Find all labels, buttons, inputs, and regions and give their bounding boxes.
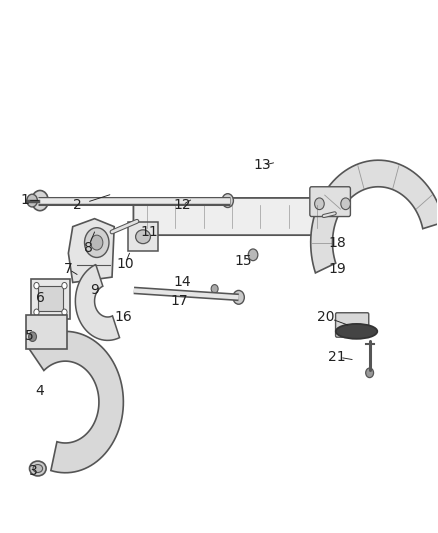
Text: 14: 14 bbox=[173, 276, 191, 289]
Text: 18: 18 bbox=[328, 236, 346, 249]
FancyBboxPatch shape bbox=[128, 222, 158, 251]
Ellipse shape bbox=[33, 465, 42, 472]
Polygon shape bbox=[321, 184, 350, 216]
Circle shape bbox=[222, 193, 233, 207]
Text: 11: 11 bbox=[140, 225, 158, 239]
Circle shape bbox=[366, 368, 374, 377]
FancyBboxPatch shape bbox=[31, 279, 70, 319]
Circle shape bbox=[233, 290, 244, 304]
Text: 15: 15 bbox=[234, 254, 252, 268]
FancyBboxPatch shape bbox=[310, 187, 350, 216]
Text: 13: 13 bbox=[254, 158, 272, 173]
Text: 10: 10 bbox=[117, 257, 134, 271]
Text: 3: 3 bbox=[29, 464, 38, 478]
Text: 5: 5 bbox=[25, 329, 33, 343]
Text: 20: 20 bbox=[317, 310, 335, 324]
Text: 16: 16 bbox=[114, 310, 132, 324]
Circle shape bbox=[341, 198, 350, 209]
Polygon shape bbox=[311, 160, 438, 273]
Text: 1: 1 bbox=[20, 193, 29, 207]
Circle shape bbox=[85, 228, 109, 257]
Circle shape bbox=[34, 282, 39, 289]
Circle shape bbox=[34, 309, 39, 316]
Circle shape bbox=[314, 198, 324, 209]
Text: 12: 12 bbox=[173, 198, 191, 212]
Ellipse shape bbox=[136, 230, 150, 244]
FancyBboxPatch shape bbox=[38, 286, 63, 311]
Text: 21: 21 bbox=[328, 350, 346, 364]
Text: 8: 8 bbox=[84, 241, 92, 255]
FancyBboxPatch shape bbox=[336, 313, 369, 337]
Polygon shape bbox=[75, 264, 120, 341]
Polygon shape bbox=[68, 219, 114, 282]
Polygon shape bbox=[28, 332, 124, 473]
Circle shape bbox=[91, 235, 103, 250]
Circle shape bbox=[62, 282, 67, 289]
FancyBboxPatch shape bbox=[134, 198, 331, 235]
Text: 7: 7 bbox=[64, 262, 73, 276]
Circle shape bbox=[211, 285, 218, 293]
Circle shape bbox=[28, 332, 36, 342]
Ellipse shape bbox=[336, 324, 377, 339]
Circle shape bbox=[32, 190, 48, 211]
Circle shape bbox=[27, 194, 37, 207]
FancyBboxPatch shape bbox=[25, 315, 67, 349]
Text: 6: 6 bbox=[35, 292, 44, 305]
Text: 9: 9 bbox=[90, 284, 99, 297]
Text: 2: 2 bbox=[73, 198, 81, 212]
Text: 4: 4 bbox=[35, 384, 44, 399]
Ellipse shape bbox=[29, 461, 46, 476]
Text: 17: 17 bbox=[171, 294, 188, 308]
Text: 19: 19 bbox=[328, 262, 346, 276]
Circle shape bbox=[62, 309, 67, 316]
Circle shape bbox=[248, 249, 258, 261]
